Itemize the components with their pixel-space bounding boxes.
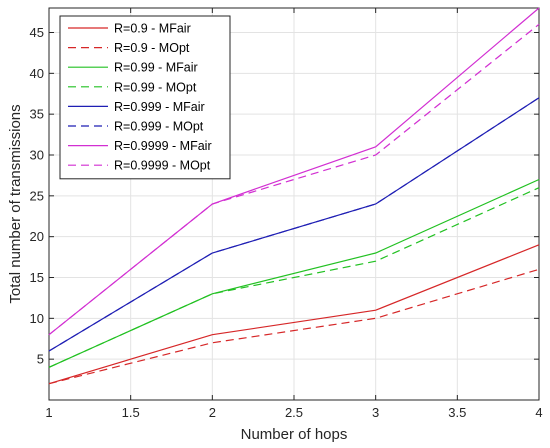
x-tick-label: 3.5 [448, 405, 466, 420]
legend-label-6: R=0.999 - MOpt [114, 120, 204, 134]
legend: R=0.9 - MFair R=0.9 - MOpt R=0.99 - MFair R… [59, 15, 231, 180]
series-line-2 [48, 268, 540, 385]
legend-label-4: R=0.99 - MOpt [114, 80, 197, 94]
series-line-6 [48, 97, 540, 352]
legend-label-5: R=0.999 - MFair [114, 100, 205, 114]
y-tick-label: 30 [30, 148, 44, 163]
y-axis-label: Total number of transmissions [7, 104, 24, 303]
y-tick-label: 5 [37, 352, 44, 367]
y-tick-label: 25 [30, 188, 44, 203]
x-tick-label: 3 [372, 405, 379, 420]
series-line-8 [48, 23, 540, 336]
x-tick-label: 2.5 [285, 405, 303, 420]
legend-label-1: R=0.9 - MFair [114, 22, 191, 36]
legend-label-2: R=0.9 - MOpt [114, 41, 190, 55]
y-tick-label: 15 [30, 270, 44, 285]
y-tick-label: 45 [30, 25, 44, 40]
x-axis-label: Number of hops [241, 426, 348, 443]
series-line-3 [48, 178, 540, 368]
y-tick-label: 40 [30, 66, 44, 81]
legend-label-7: R=0.9999 - MFair [114, 139, 212, 153]
legend-label-3: R=0.99 - MFair [114, 61, 198, 75]
legend-box [59, 15, 231, 180]
y-tick-label: 35 [30, 107, 44, 122]
x-tick-label: 1 [45, 405, 52, 420]
series-lines [48, 7, 540, 385]
y-tick-label: 20 [30, 229, 44, 244]
y-tick-label: 10 [30, 311, 44, 326]
legend-label-8: R=0.9999 - MOpt [114, 159, 211, 173]
x-tick-label: 4 [535, 405, 542, 420]
x-tick-label: 2 [209, 405, 216, 420]
series-line-1 [48, 244, 540, 385]
series-line-4 [48, 187, 540, 368]
x-tick-label: 1.5 [122, 405, 140, 420]
